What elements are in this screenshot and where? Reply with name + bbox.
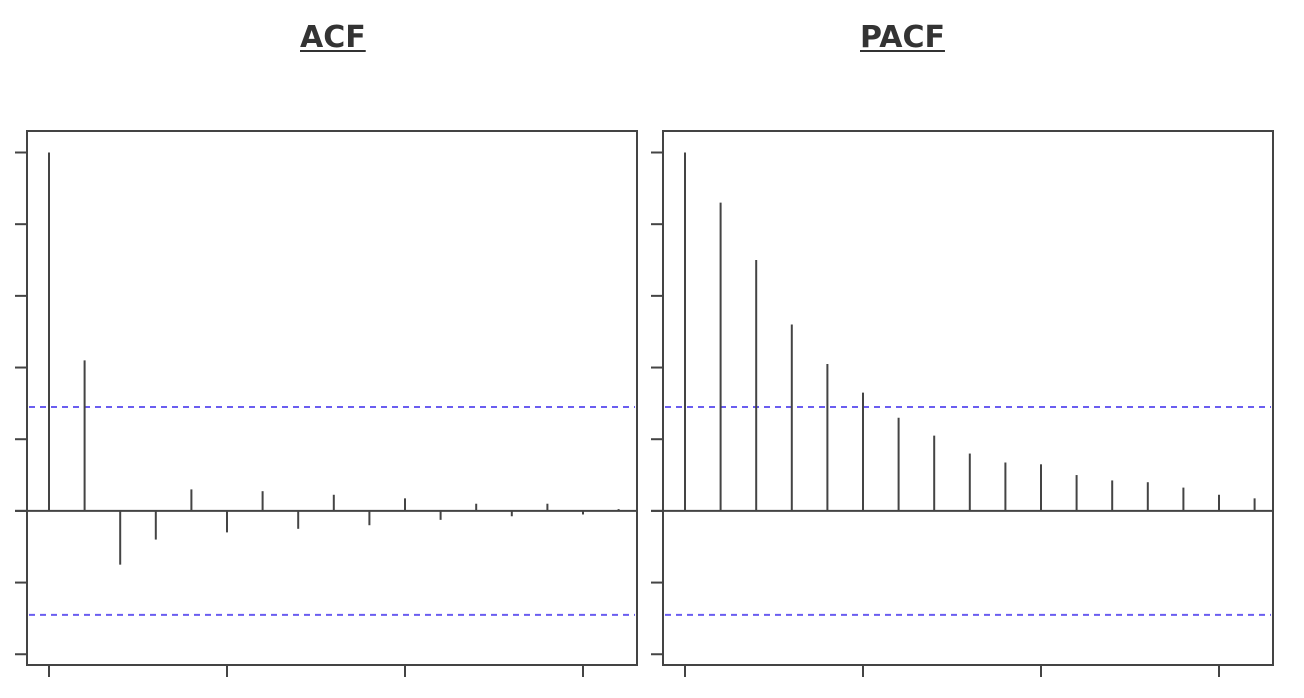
acf-plot — [15, 130, 638, 677]
pacf-plot-frame — [662, 130, 1274, 666]
pacf-chart-title: PACF — [860, 20, 945, 55]
acf-chart-title: ACF — [300, 20, 366, 55]
pacf-plot — [651, 130, 1274, 677]
acf-plot-frame — [26, 130, 638, 666]
